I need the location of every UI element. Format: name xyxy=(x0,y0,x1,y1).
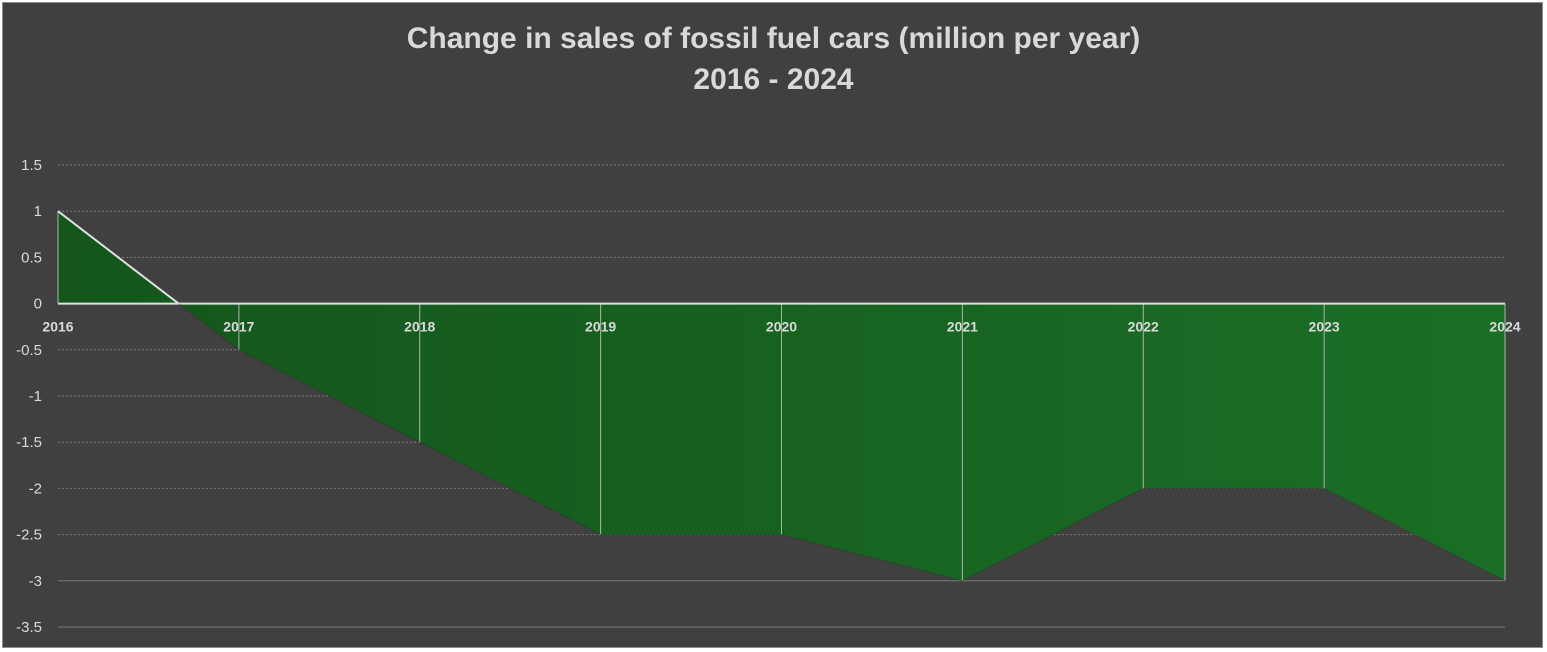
y-tick-label: 1 xyxy=(34,203,42,220)
x-tick-label: 2019 xyxy=(585,319,616,335)
series-line xyxy=(57,210,180,305)
x-tick-label: 2017 xyxy=(223,319,254,335)
y-tick-label: 0 xyxy=(34,296,42,313)
y-tick-label: -2 xyxy=(29,480,42,497)
y-tick-label: -1 xyxy=(29,388,42,405)
x-tick-label: 2018 xyxy=(404,319,435,335)
y-tick-label: -3 xyxy=(29,573,42,590)
x-tick-label: 2023 xyxy=(1309,319,1340,335)
y-tick-label: -0.5 xyxy=(16,342,42,359)
y-tick-label: -2.5 xyxy=(16,527,42,544)
series-outline xyxy=(57,210,1506,582)
y-tick-label: 0.5 xyxy=(21,249,42,266)
y-tick-label: -1.5 xyxy=(16,434,42,451)
x-tick-label: 2024 xyxy=(1489,319,1520,335)
chart-title-block: Change in sales of fossil fuel cars (mil… xyxy=(0,18,1547,100)
y-tick-label: -3.5 xyxy=(16,619,42,636)
chart-subtitle: 2016 - 2024 xyxy=(693,63,854,96)
x-tick-label: 2022 xyxy=(1128,319,1159,335)
x-tick-label: 2021 xyxy=(947,319,978,335)
x-tick-label: 2016 xyxy=(42,319,73,335)
x-tick-label: 2020 xyxy=(766,319,797,335)
chart-title: Change in sales of fossil fuel cars (mil… xyxy=(406,22,1141,55)
y-tick-label: 1.5 xyxy=(21,157,42,174)
